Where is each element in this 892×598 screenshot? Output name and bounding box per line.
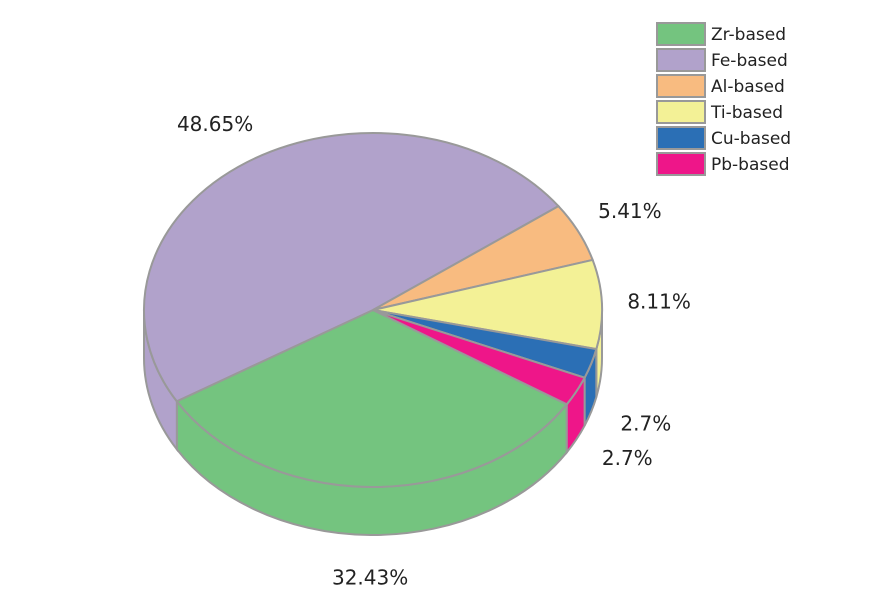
legend-swatch [656, 152, 706, 176]
legend-swatch [656, 74, 706, 98]
legend-label: Ti-based [710, 103, 783, 123]
pie-slice [175, 308, 569, 488]
pie-slice [372, 309, 587, 406]
legend-swatch [656, 22, 706, 46]
legend-label: Al-based [711, 77, 785, 97]
data-label: 32.43% [332, 566, 408, 590]
legend-label: Pb-based [711, 155, 790, 175]
legend-label: Zr-based [711, 25, 786, 45]
data-label: 8.11% [627, 289, 691, 313]
data-label: 2.7% [620, 411, 671, 435]
legend-swatch [656, 48, 706, 72]
legend-swatch [656, 126, 706, 150]
legend-label: Cu-based [711, 129, 791, 149]
data-label: 2.7% [602, 446, 653, 470]
legend-swatch [656, 100, 706, 124]
pie-slice [372, 258, 603, 351]
legend-label: Fe-based [711, 51, 788, 71]
data-label: 48.65% [177, 112, 253, 136]
data-label: 5.41% [598, 199, 662, 223]
pie-slice [143, 132, 561, 403]
